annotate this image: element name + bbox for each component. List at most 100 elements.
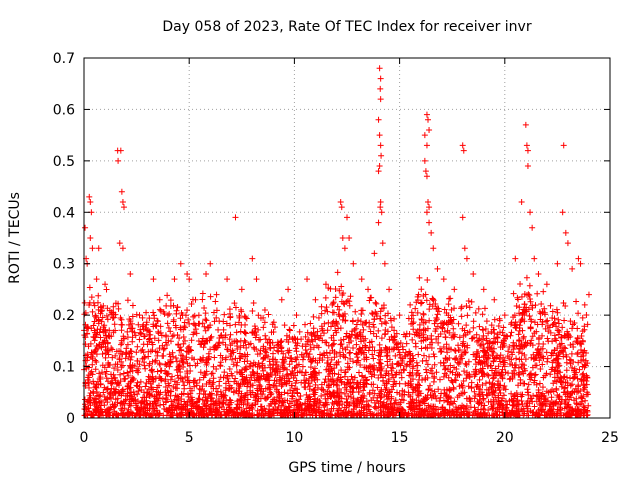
data-point	[569, 408, 576, 415]
data-point	[369, 351, 376, 358]
data-point	[315, 314, 322, 321]
data-point	[224, 372, 231, 379]
data-point	[497, 401, 504, 408]
data-point-outlier	[304, 276, 311, 283]
data-point	[393, 369, 400, 376]
data-point	[267, 369, 274, 376]
data-point-outlier	[120, 204, 127, 211]
data-point	[386, 346, 393, 353]
data-point	[470, 351, 477, 358]
data-point	[134, 379, 141, 386]
data-point	[508, 390, 515, 397]
data-point	[101, 364, 108, 371]
data-point	[387, 400, 394, 407]
data-point	[367, 412, 374, 419]
data-point	[127, 384, 134, 391]
data-point	[451, 411, 458, 418]
data-point	[403, 340, 410, 347]
data-point	[268, 390, 275, 397]
data-point	[399, 387, 406, 394]
data-point	[142, 383, 149, 390]
data-point	[370, 381, 377, 388]
data-point	[278, 338, 285, 345]
data-point	[358, 404, 365, 411]
data-point	[288, 358, 295, 365]
data-point	[441, 370, 448, 377]
data-point	[555, 374, 562, 381]
data-point	[152, 322, 159, 329]
data-point	[529, 333, 536, 340]
data-point	[255, 326, 262, 333]
data-point	[287, 355, 294, 362]
data-point	[98, 406, 105, 413]
data-point	[202, 310, 209, 317]
data-point	[162, 332, 169, 339]
data-point	[114, 367, 121, 374]
data-point	[156, 360, 163, 367]
data-point	[418, 330, 425, 337]
data-point	[416, 326, 423, 333]
data-point	[142, 353, 149, 360]
data-point	[403, 412, 410, 419]
data-point	[479, 311, 486, 318]
data-point	[234, 338, 241, 345]
data-point	[438, 348, 445, 355]
data-point-outlier	[575, 255, 582, 262]
data-point	[551, 377, 558, 384]
data-point-outlier	[376, 163, 383, 169]
data-point	[416, 412, 423, 419]
data-point	[552, 399, 559, 406]
data-point	[527, 325, 534, 332]
data-point	[418, 286, 425, 293]
data-point	[407, 369, 414, 376]
data-point	[251, 370, 258, 377]
data-point	[329, 370, 336, 377]
data-point	[247, 391, 254, 398]
data-point	[124, 297, 131, 304]
data-point-outlier	[543, 281, 550, 288]
data-point	[406, 348, 413, 355]
data-point	[513, 355, 520, 362]
data-point	[124, 341, 131, 348]
data-point	[474, 412, 481, 419]
data-point	[489, 383, 496, 390]
data-point	[220, 326, 227, 333]
data-point	[377, 372, 384, 379]
data-point	[452, 355, 459, 362]
data-point	[299, 402, 306, 409]
data-point	[495, 363, 502, 370]
data-point	[329, 309, 336, 316]
data-point	[208, 333, 215, 340]
data-point	[554, 367, 561, 374]
data-point	[275, 397, 282, 404]
data-point	[199, 383, 206, 390]
data-point	[388, 386, 395, 393]
data-point	[422, 319, 429, 326]
data-point	[356, 346, 363, 353]
data-point	[293, 348, 300, 355]
data-point	[242, 365, 249, 372]
data-point	[312, 381, 319, 388]
data-point	[221, 369, 228, 376]
data-point	[225, 402, 232, 409]
data-point	[488, 403, 495, 410]
data-point	[168, 388, 175, 395]
data-point	[517, 281, 524, 288]
data-point	[551, 347, 558, 354]
data-point-outlier	[386, 286, 393, 293]
data-point	[544, 335, 551, 342]
data-point	[368, 338, 375, 345]
data-point	[162, 383, 169, 390]
data-point	[579, 328, 586, 335]
data-point	[369, 310, 376, 317]
data-point	[534, 290, 541, 297]
data-point	[533, 398, 540, 405]
data-point	[164, 320, 171, 327]
data-point	[150, 309, 157, 316]
data-point	[216, 382, 223, 389]
data-point	[406, 358, 413, 365]
data-point	[156, 410, 163, 417]
data-point	[357, 361, 364, 368]
data-point	[122, 375, 129, 382]
data-point	[332, 327, 339, 334]
